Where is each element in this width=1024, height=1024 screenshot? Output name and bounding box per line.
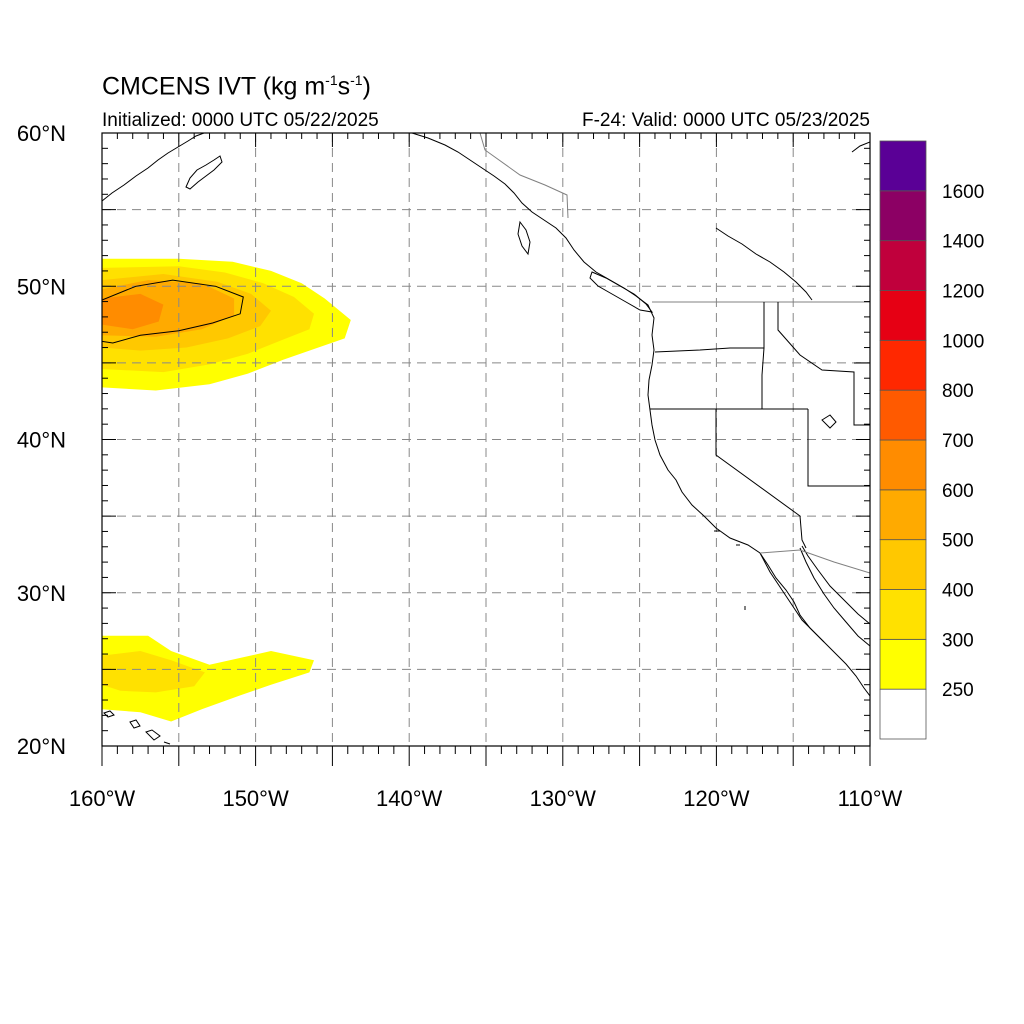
lat-tick-label: 20°N — [17, 734, 66, 759]
title-exponent-1: -1 — [325, 72, 338, 88]
valid-time: F-24: Valid: 0000 UTC 05/23/2025 — [582, 110, 870, 131]
coastlines-and-borders — [102, 133, 870, 745]
vancouver-island-coastline — [589, 271, 654, 313]
lat-lon-gridlines — [102, 133, 870, 746]
colorbar-box — [879, 140, 927, 192]
alaska-canada-border — [479, 133, 569, 219]
colorbar-label: 300 — [942, 630, 974, 651]
ivt-600-contour — [102, 279, 244, 344]
colorbar-label: 700 — [942, 431, 974, 452]
colorbar-box — [879, 638, 927, 690]
colorbar-box — [879, 240, 927, 291]
subtropical-plume-ivt-300 — [102, 651, 205, 693]
gulf-of-california-coastline — [799, 547, 870, 647]
colorbar-box — [879, 339, 927, 391]
northeast-coastline — [715, 227, 813, 301]
contour-600-line — [102, 279, 244, 344]
far-northeast-coastline — [851, 141, 870, 153]
idaho-border — [761, 302, 855, 409]
lat-tick-label: 40°N — [17, 428, 66, 453]
colorbar-label: 400 — [942, 581, 974, 602]
axis-ticks — [101, 132, 871, 766]
colorbar-box — [879, 290, 927, 341]
alaska-panhandle-coastline — [411, 133, 655, 336]
alaska-peninsula-coastline — [102, 133, 205, 202]
baja-california-coastline — [759, 552, 825, 643]
mexico-mainland-coastline — [801, 545, 870, 625]
colorbar-box — [879, 190, 927, 242]
lat-tick-label: 60°N — [17, 121, 66, 146]
title-text-mid: s — [337, 72, 351, 101]
channel-islands — [714, 530, 746, 610]
ivt-colorbar: 250 300 400 500 600 700 800 1000 1200 1400 1600 — [879, 140, 984, 740]
title-exponent-2: -1 — [350, 72, 363, 88]
colorbar-label: 500 — [942, 531, 974, 552]
chart-title: CMCENS IVT (kg m-1s-1) — [102, 72, 371, 101]
haida-gwaii-coastline — [517, 220, 531, 256]
lat-tick-label: 30°N — [17, 581, 66, 606]
initialized-time: Initialized: 0000 UTC 05/22/2025 — [102, 110, 379, 131]
colorbar-box — [879, 489, 927, 541]
colorbar-box — [879, 589, 927, 640]
lon-tick-label: 160°W — [69, 786, 136, 811]
title-text-prefix: CMCENS IVT (kg m — [102, 72, 326, 101]
arizona-border — [799, 515, 807, 549]
washington-oregon-border — [654, 302, 765, 353]
us-west-coastline — [647, 334, 870, 697]
colorbar-box — [879, 439, 927, 491]
north-pacific-plume-ivt-600 — [102, 293, 164, 330]
colorbar-label: 1000 — [942, 331, 984, 352]
great-salt-lake-outline — [821, 414, 837, 429]
colorbar-box — [879, 539, 927, 590]
colorbar-label: 1600 — [942, 182, 984, 203]
us-mexico-border — [759, 549, 870, 574]
hawaii-islands — [103, 710, 171, 745]
colorbar-box — [879, 688, 927, 740]
lon-tick-label: 130°W — [530, 786, 597, 811]
colorbar-label: 250 — [942, 680, 974, 701]
lon-tick-label: 140°W — [376, 786, 443, 811]
nevada-utah-border — [807, 409, 870, 487]
lon-tick-label: 150°W — [222, 786, 289, 811]
axis-tick-labels: 160°W 150°W 140°W 130°W 120°W 110°W 60°N 50°N 40… — [17, 121, 903, 811]
colorbar-label: 1200 — [942, 282, 984, 303]
colorbar-box — [879, 389, 927, 441]
lon-tick-label: 120°W — [683, 786, 750, 811]
lon-tick-label: 110°W — [838, 786, 903, 811]
ivt-shading — [102, 258, 351, 722]
colorbar-label: 1400 — [942, 232, 984, 253]
colorbar-label: 800 — [942, 381, 974, 402]
colorbar-label: 600 — [942, 481, 974, 502]
lat-tick-label: 50°N — [17, 274, 66, 299]
california-nevada-border — [715, 409, 801, 517]
kodiak-island-coastline — [185, 155, 223, 190]
title-text-suffix: ) — [362, 72, 371, 101]
